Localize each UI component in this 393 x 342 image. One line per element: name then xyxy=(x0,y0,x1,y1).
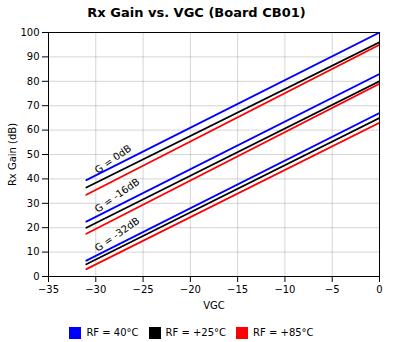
svg-text:80: 80 xyxy=(27,76,40,87)
svg-text:G = -32dB: G = -32dB xyxy=(93,215,142,254)
svg-text:30: 30 xyxy=(27,198,40,209)
svg-text:−35: −35 xyxy=(38,284,59,295)
svg-text:−5: −5 xyxy=(325,284,340,295)
svg-text:70: 70 xyxy=(27,100,40,111)
svg-text:−15: −15 xyxy=(227,284,248,295)
html-text:RF = +85°C: RF = +85°C xyxy=(253,327,314,338)
html-text:RF = +25°C: RF = +25°C xyxy=(165,327,227,338)
svg-text:50: 50 xyxy=(27,149,40,160)
svg-text:G = 0dB: G = 0dB xyxy=(93,142,134,175)
svg-text:10: 10 xyxy=(27,246,40,257)
svg-text:100: 100 xyxy=(20,27,39,38)
svg-text:0: 0 xyxy=(33,271,39,282)
svg-text:0: 0 xyxy=(376,284,382,295)
svg-text:−30: −30 xyxy=(85,284,106,295)
svg-text:20: 20 xyxy=(27,222,40,233)
svg-text:90: 90 xyxy=(27,51,40,62)
svg-text:−25: −25 xyxy=(133,284,154,295)
svg-text:VGC: VGC xyxy=(203,300,225,311)
html-text:Rx Gain vs. VGC (Board CB01): Rx Gain vs. VGC (Board CB01) xyxy=(87,5,306,20)
svg-text:60: 60 xyxy=(27,124,40,135)
svg-text:G = -16dB: G = -16dB xyxy=(93,176,142,215)
html-text:RF = 40°C: RF = 40°C xyxy=(86,327,139,338)
svg-text:−10: −10 xyxy=(274,284,295,295)
svg-text:−20: −20 xyxy=(180,284,201,295)
svg-text:40: 40 xyxy=(27,173,40,184)
svg-text:Rx Gain (dB): Rx Gain (dB) xyxy=(7,123,18,186)
